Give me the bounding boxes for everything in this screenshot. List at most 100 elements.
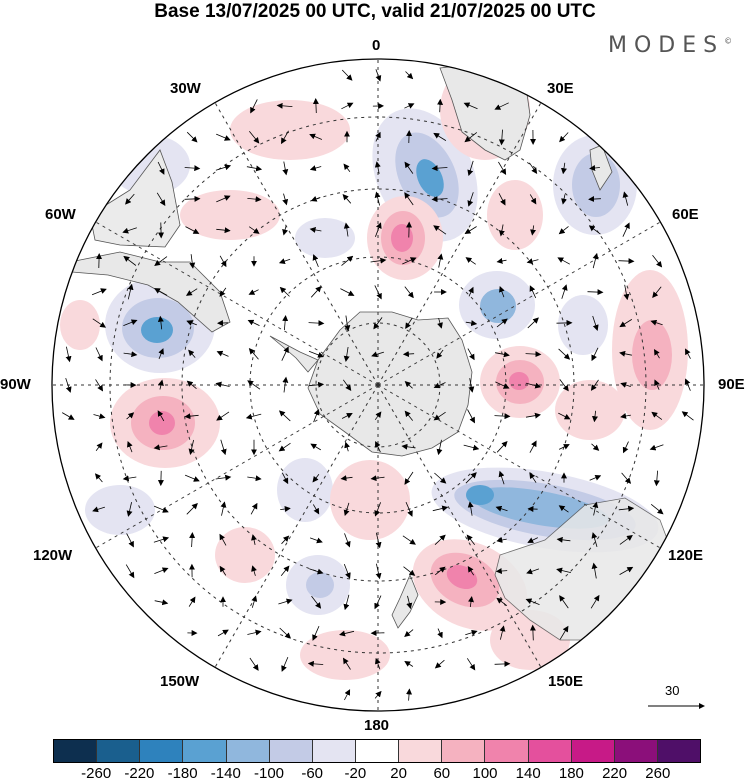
wind-arrow [248, 348, 259, 360]
wind-arrow [312, 254, 319, 268]
wind-arrow [281, 656, 289, 672]
colorbar-tick-label: 60 [433, 765, 451, 782]
wind-arrow [281, 472, 289, 485]
wind-arrow [154, 599, 169, 606]
anomaly-blob [300, 630, 390, 680]
wind-arrow [558, 505, 569, 513]
wind-arrow [375, 69, 382, 82]
wind-arrow [309, 133, 323, 140]
wind-arrow [342, 379, 352, 392]
wind-arrow [341, 102, 354, 110]
colorbar-swatch [657, 740, 701, 762]
anomaly-blob [149, 411, 175, 435]
anomaly-blob [466, 485, 494, 505]
wind-arrow [468, 286, 474, 297]
reference-vector-label: 30 [665, 683, 680, 698]
wind-arrow [404, 161, 414, 174]
anomaly-blob [277, 458, 333, 522]
wind-arrow [308, 381, 325, 388]
wind-arrow [93, 413, 106, 420]
wind-arrow [467, 409, 475, 424]
lon-label-60e: 60E [672, 206, 699, 223]
wind-arrow [406, 595, 413, 610]
wind-arrow [185, 288, 198, 296]
anomaly-blob [230, 100, 350, 160]
wind-arrow [215, 474, 232, 481]
wind-arrow [216, 350, 229, 357]
wind-arrow [436, 439, 443, 456]
wind-arrow [465, 257, 476, 265]
colorbar-swatch [269, 740, 313, 762]
wind-arrow [374, 411, 382, 421]
wind-arrow [529, 472, 537, 483]
colorbar-swatch [226, 740, 270, 762]
wind-arrow [126, 412, 135, 420]
wind-arrow [557, 257, 570, 265]
wind-arrow [312, 98, 319, 114]
wind-arrow [433, 132, 447, 141]
wind-arrow [154, 256, 168, 266]
wind-arrow [123, 255, 137, 266]
wind-arrow [529, 624, 536, 641]
wind-arrow [374, 657, 381, 670]
wind-arrow [126, 533, 134, 548]
wind-arrow [434, 659, 445, 669]
wind-arrow [619, 319, 633, 328]
colorbar-tick-label: -100 [253, 765, 285, 782]
wind-arrow [219, 533, 227, 546]
wind-arrow [463, 444, 480, 451]
wind-arrow [186, 131, 198, 143]
wind-arrow [404, 192, 414, 206]
wind-arrow [312, 504, 320, 515]
wind-arrow [309, 537, 323, 544]
wind-arrow [467, 565, 475, 576]
wind-arrow [588, 196, 601, 203]
colorbar-tick-label: 20 [390, 765, 407, 782]
wind-arrow [282, 193, 289, 206]
wind-arrow [592, 501, 599, 516]
wind-arrow [95, 442, 103, 452]
lon-label-60w: 60W [45, 206, 76, 223]
wind-arrow [404, 660, 414, 667]
colorbar-swatch [571, 740, 615, 762]
meridian-line [377, 102, 542, 386]
wind-arrow [681, 411, 694, 421]
wind-arrow [525, 382, 542, 389]
colorbar-tick-label: 140 [515, 765, 541, 782]
wind-arrow [498, 161, 507, 175]
wind-arrow [432, 505, 449, 512]
wind-arrow [158, 348, 164, 360]
wind-arrow [153, 505, 169, 513]
wind-arrow [343, 502, 350, 517]
wind-arrow [622, 222, 630, 237]
wind-arrow [309, 226, 322, 233]
wind-arrow [558, 348, 571, 360]
south-america-coast [89, 149, 181, 248]
wind-arrow [591, 532, 598, 548]
wind-arrow [375, 131, 381, 142]
wind-arrow [496, 440, 508, 453]
wind-arrows [61, 69, 694, 701]
map-boundary [51, 58, 705, 712]
colorbar-swatch [312, 740, 356, 762]
wind-arrow [247, 629, 262, 636]
wind-arrow [495, 351, 510, 358]
wind-arrow [282, 161, 289, 176]
wind-arrow [620, 382, 631, 388]
anomaly-field [60, 60, 688, 680]
wind-arrow [186, 320, 197, 326]
wind-arrow [592, 252, 599, 269]
wind-arrow [248, 226, 260, 234]
wind-arrow [61, 412, 75, 420]
wind-arrow [437, 628, 443, 639]
antarctic-peninsula [269, 335, 319, 373]
wind-arrow [216, 411, 230, 421]
wind-arrow [467, 501, 474, 516]
wind-arrow [529, 194, 537, 205]
wind-arrow [65, 346, 72, 363]
wind-arrow [622, 441, 629, 454]
colorbar-tick-label: -260 [81, 765, 112, 782]
wind-arrow [375, 532, 382, 549]
wind-arrow [184, 165, 201, 172]
wind-arrow [498, 193, 506, 206]
